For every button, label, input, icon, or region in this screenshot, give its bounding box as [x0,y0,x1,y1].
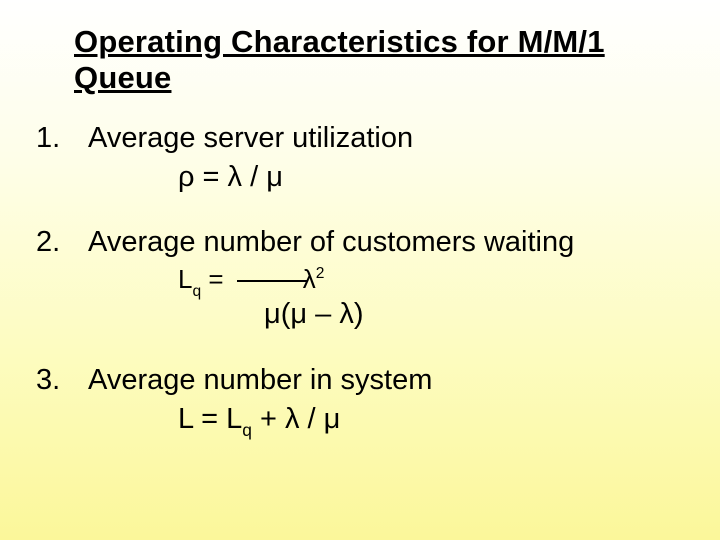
item-2-eq-top: Lq = λ2 [178,263,692,300]
item-3-number: 3. [36,362,88,399]
item-2-number: 2. [36,224,88,261]
item-1-number: 1. [36,120,88,157]
list-item-2: 2.Average number of customers waiting Lq… [36,224,692,333]
slide-title: Operating Characteristics for M/M/1 Queu… [74,24,692,96]
eq3-rest: + λ / μ [252,403,340,435]
item-2-heading: Average number of customers waiting [88,226,574,258]
item-1-heading: Average server utilization [88,122,413,154]
eq3-subscript-q: q [242,420,252,440]
item-1-equation: ρ = λ / μ [178,159,692,196]
slide-container: Operating Characteristics for M/M/1 Queu… [0,0,720,540]
lq-L: L [178,264,192,294]
item-3-equation: L = Lq + λ / μ [178,401,692,440]
denominator: μ(μ – λ) [264,296,692,333]
item-1-heading-line: 1.Average server utilization [36,120,692,157]
item-3-heading-line: 3.Average number in system [36,362,692,399]
numerator-lambda: λ [303,264,316,294]
item-3-heading: Average number in system [88,364,432,396]
item-2-heading-line: 2.Average number of customers waiting [36,224,692,261]
list-item-1: 1.Average server utilization ρ = λ / μ [36,120,692,196]
item-2-equation: Lq = λ2 μ(μ – λ) [178,263,692,333]
fraction-bar [237,280,307,282]
list-item-3: 3.Average number in system L = Lq + λ / … [36,362,692,440]
eq3-L-equals-Lq-left: L = L [178,403,242,435]
equals-sign: = [201,264,231,294]
numerator: λ2 [303,264,325,294]
numerator-exponent: 2 [316,265,325,282]
lq-subscript-q: q [192,283,201,300]
